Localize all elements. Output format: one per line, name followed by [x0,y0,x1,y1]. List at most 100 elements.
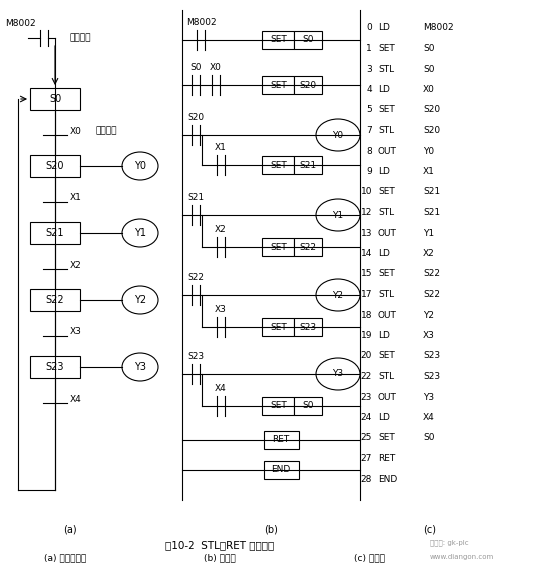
Text: 18: 18 [361,311,372,320]
Text: LD: LD [378,249,390,258]
Text: RET: RET [378,454,395,463]
Text: SET: SET [270,36,287,45]
Text: S22: S22 [423,269,440,278]
Text: S20: S20 [45,161,64,171]
Text: OUT: OUT [378,147,397,155]
Bar [30,88,80,110]
Text: 24: 24 [361,413,372,422]
Text: S0: S0 [190,63,202,72]
Text: OUT: OUT [378,229,397,237]
Text: STL: STL [378,372,394,381]
Text: S22: S22 [423,290,440,299]
Text: (b): (b) [264,525,278,535]
Bar [262,318,294,336]
Text: S0: S0 [49,94,61,104]
Text: SET: SET [270,402,287,410]
Text: SET: SET [378,351,395,360]
Text: S0: S0 [302,402,314,410]
Text: S21: S21 [45,228,64,238]
Text: S23: S23 [300,323,317,332]
Text: S20: S20 [187,113,204,122]
Text: 10: 10 [361,187,372,197]
Text: 3: 3 [366,65,372,73]
Text: STL: STL [378,208,394,217]
Text: Y2: Y2 [134,295,146,305]
Text: 28: 28 [361,474,372,484]
Text: www.diangon.com: www.diangon.com [430,554,494,560]
Text: 20: 20 [361,351,372,360]
Bar [262,76,294,94]
Text: Y0: Y0 [333,131,344,139]
Text: S21: S21 [300,160,317,170]
Text: X1: X1 [215,143,227,152]
Text: 13: 13 [361,229,372,237]
Text: STL: STL [378,65,394,73]
Bar [30,289,80,311]
Text: 1: 1 [366,44,372,53]
Ellipse shape [316,358,360,390]
Text: S22: S22 [300,242,317,252]
Text: LD: LD [378,331,390,340]
Ellipse shape [122,353,158,381]
Text: 5: 5 [366,105,372,115]
Text: (c) 语句表: (c) 语句表 [355,554,385,563]
Text: (c): (c) [424,525,437,535]
Text: Y3: Y3 [423,393,434,402]
Text: END: END [378,474,397,484]
Text: Y0: Y0 [423,147,434,155]
Bar [30,155,80,177]
Text: X0: X0 [210,63,222,72]
Text: S20: S20 [423,105,440,115]
Ellipse shape [316,119,360,151]
Text: Y3: Y3 [134,362,146,372]
Text: X2: X2 [423,249,435,258]
Text: SET: SET [378,44,395,53]
Text: M8002: M8002 [423,23,454,33]
Bar [294,318,322,336]
Text: S0: S0 [423,434,435,442]
Bar [262,31,294,49]
Bar [262,156,294,174]
Text: 9: 9 [366,167,372,176]
Text: 22: 22 [361,372,372,381]
Bar [294,31,322,49]
Text: X1: X1 [70,194,82,202]
Text: M8002: M8002 [186,18,216,27]
Text: 初始脉冲: 初始脉冲 [70,33,92,42]
Text: S23: S23 [45,362,64,372]
Text: LD: LD [378,167,390,176]
Text: LD: LD [378,23,390,33]
Text: Y2: Y2 [423,311,434,320]
Text: X0: X0 [423,85,435,94]
Text: X3: X3 [70,328,82,336]
Text: 23: 23 [361,393,372,402]
Bar [30,222,80,244]
Text: OUT: OUT [378,393,397,402]
Text: Y1: Y1 [423,229,434,237]
Text: S21: S21 [423,187,440,197]
Text: 微信号: gk-plc: 微信号: gk-plc [430,540,469,546]
Text: 12: 12 [361,208,372,217]
Text: SET: SET [378,187,395,197]
Bar [262,397,294,415]
Text: S22: S22 [45,295,64,305]
Text: SET: SET [378,434,395,442]
Text: S0: S0 [302,36,314,45]
Text: 4: 4 [367,85,372,94]
Text: X1: X1 [423,167,435,176]
Text: X3: X3 [215,305,227,314]
Text: X4: X4 [70,394,82,403]
Bar [294,397,322,415]
Ellipse shape [122,219,158,247]
Text: X4: X4 [215,384,227,393]
Text: 8: 8 [366,147,372,155]
Text: Y3: Y3 [333,370,344,379]
Text: SET: SET [378,269,395,278]
Text: S20: S20 [300,80,317,89]
Text: S0: S0 [423,44,435,53]
Text: 17: 17 [361,290,372,299]
Text: M8002: M8002 [5,19,36,28]
Text: LD: LD [378,85,390,94]
Text: Y1: Y1 [333,210,344,219]
Text: LD: LD [378,413,390,422]
